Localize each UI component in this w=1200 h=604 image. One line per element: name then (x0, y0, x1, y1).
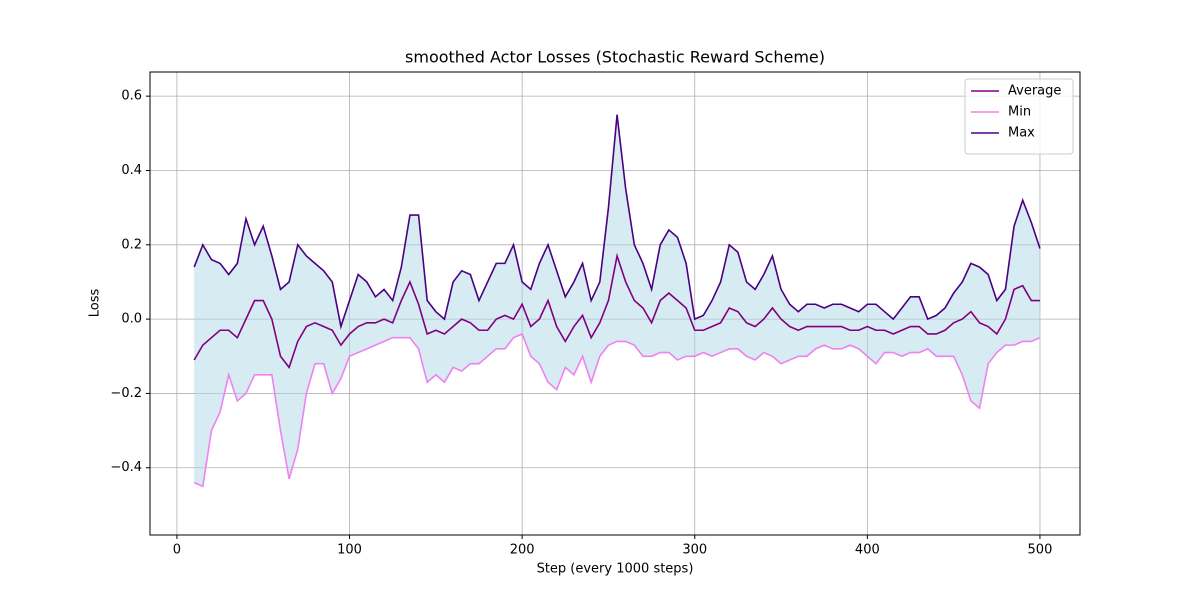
legend-label: Max (1008, 126, 1035, 141)
series-line (193, 332, 1041, 488)
x-tick-label: 200 (510, 543, 535, 558)
y-tick-label: −0.2 (110, 386, 142, 401)
series-line (193, 252, 1040, 370)
y-tick-label: −0.4 (110, 460, 142, 475)
x-tick-label: 100 (337, 543, 362, 558)
y-axis-label: Loss (88, 289, 103, 318)
x-tick-label: 0 (173, 543, 181, 558)
chart-title: smoothed Actor Losses (Stochastic Reward… (405, 48, 825, 67)
x-tick-label: 300 (682, 543, 707, 558)
x-tick-label: 400 (855, 543, 880, 558)
y-tick-label: 0.6 (121, 89, 142, 104)
x-axis-label: Step (every 1000 steps) (537, 562, 694, 577)
series-line (193, 114, 1041, 330)
y-tick-label: 0.4 (121, 163, 142, 178)
y-tick-label: 0.0 (121, 312, 142, 327)
legend-label: Min (1008, 105, 1031, 120)
range-fill (194, 114, 1040, 487)
legend-box (964, 78, 1074, 155)
plot-frame (149, 71, 1081, 536)
legend-label: Average (1008, 84, 1061, 99)
x-tick-label: 500 (1028, 543, 1053, 558)
y-tick-label: 0.2 (121, 237, 142, 252)
legend: Average Min Max (964, 78, 1074, 155)
